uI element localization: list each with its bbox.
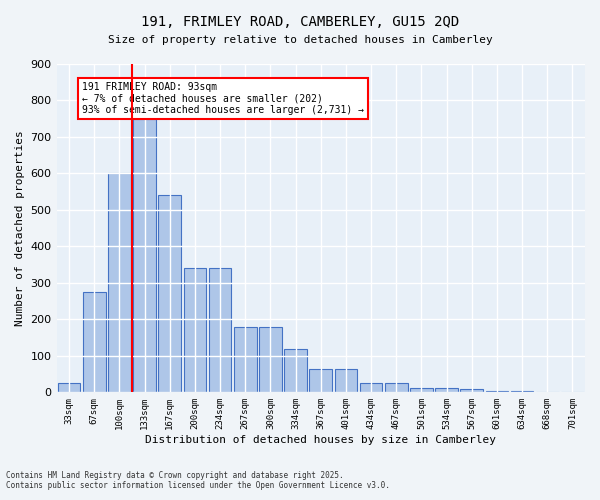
Bar xyxy=(385,383,407,392)
Bar xyxy=(410,388,433,392)
X-axis label: Distribution of detached houses by size in Camberley: Distribution of detached houses by size … xyxy=(145,435,496,445)
Bar xyxy=(511,391,533,392)
Text: Size of property relative to detached houses in Camberley: Size of property relative to detached ho… xyxy=(107,35,493,45)
Y-axis label: Number of detached properties: Number of detached properties xyxy=(15,130,25,326)
Bar xyxy=(335,368,357,392)
Bar xyxy=(485,390,508,392)
Text: 191 FRIMLEY ROAD: 93sqm
← 7% of detached houses are smaller (202)
93% of semi-de: 191 FRIMLEY ROAD: 93sqm ← 7% of detached… xyxy=(82,82,364,116)
Bar xyxy=(435,388,458,392)
Bar xyxy=(58,383,80,392)
Bar xyxy=(360,383,382,392)
Bar xyxy=(184,268,206,392)
Bar xyxy=(209,268,232,392)
Bar xyxy=(158,196,181,392)
Bar xyxy=(234,328,257,392)
Text: Contains HM Land Registry data © Crown copyright and database right 2025.
Contai: Contains HM Land Registry data © Crown c… xyxy=(6,470,390,490)
Bar xyxy=(284,350,307,393)
Bar xyxy=(259,328,282,392)
Bar xyxy=(108,174,131,392)
Text: 191, FRIMLEY ROAD, CAMBERLEY, GU15 2QD: 191, FRIMLEY ROAD, CAMBERLEY, GU15 2QD xyxy=(141,15,459,29)
Bar xyxy=(133,120,156,392)
Bar xyxy=(83,292,106,392)
Bar xyxy=(460,390,483,392)
Bar xyxy=(310,368,332,392)
